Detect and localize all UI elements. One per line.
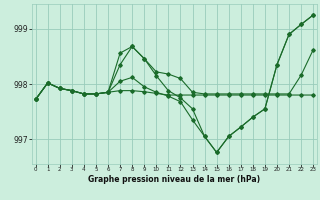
X-axis label: Graphe pression niveau de la mer (hPa): Graphe pression niveau de la mer (hPa) bbox=[88, 175, 260, 184]
